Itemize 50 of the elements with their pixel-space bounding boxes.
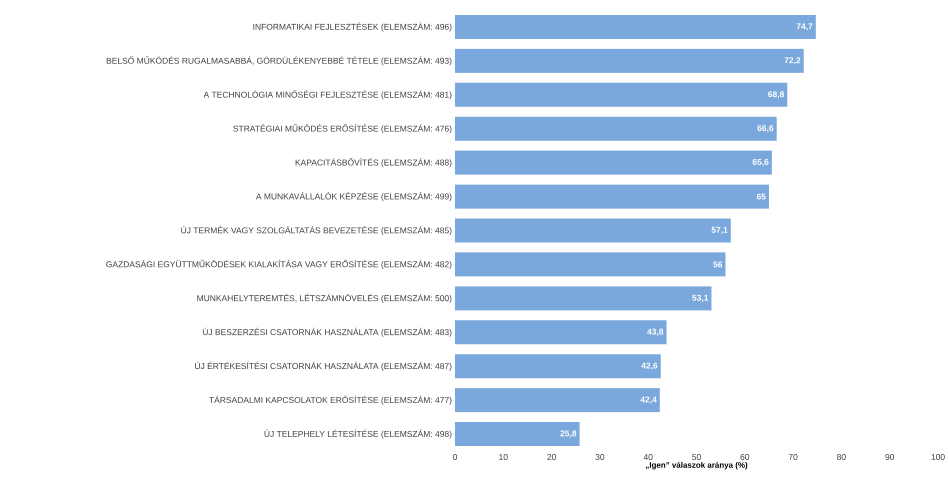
- x-tick-label: 40: [644, 454, 653, 460]
- bar: [455, 184, 769, 209]
- x-tick-label: 100: [932, 454, 945, 460]
- bar: [455, 286, 712, 310]
- data-label: 72,2: [784, 57, 800, 64]
- data-label: 53,1: [692, 294, 708, 302]
- y-tick-label: ÚJ ÉRTÉKESÍTÉSI CSATORNÁK HASZNÁLATA (ELEMSZÁM: 487): [195, 362, 452, 371]
- x-tick-label: 90: [885, 454, 894, 460]
- x-tick-label: 20: [547, 454, 556, 460]
- data-label: 43,8: [647, 328, 664, 336]
- data-label: 68,8: [768, 91, 784, 98]
- data-label: 66,6: [757, 125, 774, 132]
- data-label: 74,7: [796, 23, 812, 31]
- y-tick-label: MUNKAHELYTEREMTÉS, LÉTSZÁMNÖVELÉS (ELEMSZÁM: 500): [197, 294, 452, 303]
- data-label: 65: [756, 194, 766, 200]
- y-tick-label: STRATÉGIAI MŰKÖDÉS ERŐSÍTÉSE (ELEMSZÁM: 476): [233, 124, 452, 134]
- y-tick-label: KAPACITÁSBŐVÍTÉS (ELEMSZÁM: 488): [296, 158, 452, 168]
- data-label: 65,6: [752, 159, 769, 166]
- y-tick-label: BELSŐ MŰKÖDÉS RUGALMASABBÁ, GÖRDÜLÉKENYEBBÉ TÉTELE (ELEMSZÁM: 493): [106, 56, 452, 66]
- y-tick-label: ÚJ TERMÉK VAGY SZOLGÁLTATÁS BEVEZETÉSE (ELEMSZÁM: 485): [181, 226, 452, 236]
- x-tick-label: 50: [692, 454, 701, 460]
- data-label: 42,6: [641, 362, 658, 370]
- bar: [455, 48, 804, 73]
- bar: [455, 150, 772, 175]
- x-tick-label: 30: [596, 454, 604, 460]
- bar: [455, 116, 777, 141]
- x-tick-label: 0: [452, 454, 458, 460]
- bar: [455, 354, 661, 378]
- data-label: 25,8: [560, 430, 576, 438]
- x-tick-label: 80: [837, 454, 846, 460]
- y-tick-label: ÚJ BESZERZÉSI CSATORNÁK HASZNÁLATA (ELEMSZÁM: 483): [202, 328, 452, 337]
- bar: [455, 388, 660, 412]
- bar: [455, 218, 731, 242]
- y-tick-label: GAZDASÁGI EGYÜTTMŰKÖDÉSEK KIALAKÍTÁSA VAGY ERŐSÍTÉSE (ELEMSZÁM: 482): [106, 260, 452, 269]
- data-label: 42,4: [640, 396, 657, 404]
- x-tick-label: 70: [788, 454, 798, 460]
- data-label: 57,1: [712, 226, 728, 234]
- bar: [455, 252, 726, 276]
- x-tick-label: 10: [499, 454, 508, 460]
- bar: [455, 320, 667, 344]
- y-tick-label: ÚJ TELEPHELY LÉTESÍTÉSE (ELEMSZÁM: 498): [264, 429, 452, 439]
- y-tick-label: A TECHNOLÓGIA MINŐSÉGI FEJLESZTÉSE (ELEMSZÁM: 481): [204, 90, 452, 100]
- y-tick-label: A MUNKAVÁLLALÓK KÉPZÉSE (ELEMSZÁM: 499): [256, 192, 452, 202]
- bar: [455, 14, 816, 39]
- bar: [455, 82, 788, 107]
- x-tick-label: 60: [740, 454, 750, 460]
- y-tick-label: INFORMATIKAI FEJLESZTÉSEK (ELEMSZÁM: 496): [253, 22, 452, 32]
- bar: [455, 422, 580, 446]
- data-label: 56: [713, 261, 722, 268]
- y-tick-label: TÁRSADALMI KAPCSOLATOK ERŐSÍTÉSE (ELEMSZÁM: 477): [209, 396, 452, 405]
